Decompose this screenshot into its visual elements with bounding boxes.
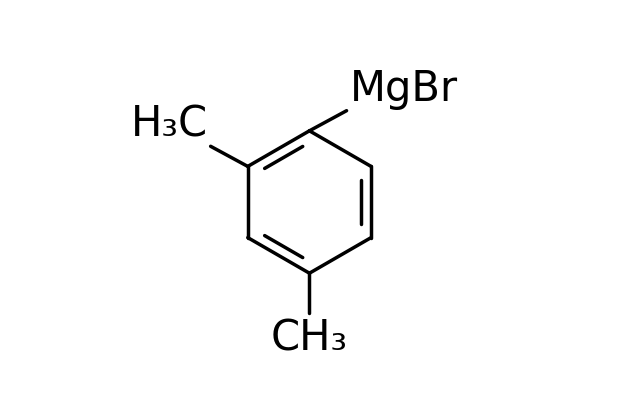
Text: CH₃: CH₃ [271,317,348,358]
Text: MgBr: MgBr [349,68,458,110]
Text: H₃C: H₃C [131,103,207,146]
